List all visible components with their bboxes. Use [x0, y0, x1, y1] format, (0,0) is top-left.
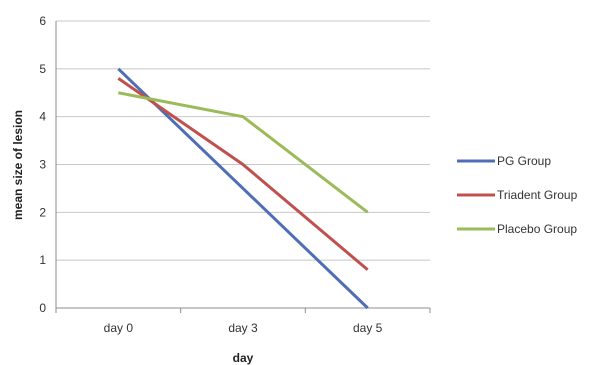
series-lines	[117, 67, 369, 310]
y-tick-label: 2	[39, 205, 46, 219]
y-tick-label: 1	[39, 253, 46, 267]
legend: PG Group Triadent Group Placebo Group	[457, 154, 578, 236]
y-tick-label: 5	[39, 62, 46, 76]
legend-label-triadent-group: Triadent Group	[497, 188, 578, 202]
x-tick-labels: day 0 day 3 day 5	[104, 321, 383, 335]
x-axis-title: day	[233, 351, 254, 365]
y-tick-label: 6	[39, 14, 46, 28]
y-tick-labels: 0 1 2 3 4 5 6	[39, 14, 46, 315]
x-tick-label: day 5	[353, 321, 383, 335]
series-line-placebo-group	[118, 91, 369, 214]
x-tick-label: day 0	[104, 321, 134, 335]
y-tick-label: 0	[39, 301, 46, 315]
axes	[55, 21, 431, 313]
gridlines	[56, 20, 430, 261]
y-axis-title: mean size of lesion	[11, 110, 25, 220]
series-line-triadent-group	[117, 77, 369, 271]
x-tick-label: day 3	[228, 321, 258, 335]
legend-label-pg-group: PG Group	[497, 154, 551, 168]
y-tick-label: 4	[39, 110, 46, 124]
legend-label-placebo-group: Placebo Group	[497, 222, 577, 236]
y-tick-label: 3	[39, 158, 46, 172]
